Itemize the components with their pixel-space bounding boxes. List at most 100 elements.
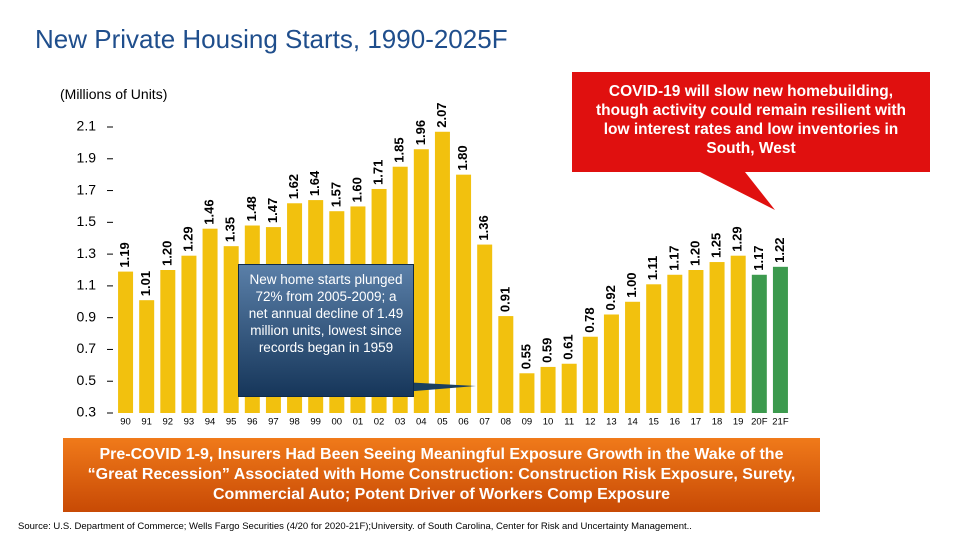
bar	[456, 174, 472, 413]
x-tick-label: 12	[585, 417, 596, 428]
callout-covid: COVID-19 will slow new homebuilding, tho…	[572, 72, 930, 172]
y-tick-label: 0.5	[77, 372, 97, 388]
bar	[730, 255, 746, 413]
bar	[519, 373, 535, 413]
value-label: 1.01	[138, 271, 153, 296]
chart-title: New Private Housing Starts, 1990-2025F	[35, 24, 508, 54]
x-tick-label: 10	[543, 417, 554, 428]
bar	[139, 300, 155, 413]
value-label: 1.47	[265, 198, 280, 223]
x-tick-label: 94	[205, 417, 216, 428]
value-label: 0.55	[518, 344, 533, 369]
bar	[772, 266, 788, 413]
value-label: 1.19	[117, 242, 132, 267]
bar	[646, 284, 662, 413]
x-tick-label: 15	[648, 417, 659, 428]
y-tick-label: 2.1	[77, 118, 97, 134]
value-label: 1.60	[349, 177, 364, 202]
x-tick-label: 02	[374, 417, 385, 428]
y-tick-label: 1.3	[77, 245, 97, 261]
y-tick-label: 0.9	[77, 308, 97, 324]
value-label: 1.17	[666, 245, 681, 270]
bar	[223, 246, 239, 413]
value-label: 1.35	[223, 217, 238, 242]
value-label: 0.59	[540, 338, 555, 363]
y-tick-label: 1.1	[77, 277, 97, 293]
bar	[709, 262, 725, 413]
y-tick-label: 0.7	[77, 340, 97, 356]
x-tick-label: 91	[141, 417, 152, 428]
bar	[477, 244, 493, 413]
value-label: 1.46	[202, 199, 217, 224]
value-label: 1.57	[328, 182, 343, 207]
value-label: 1.80	[455, 145, 470, 170]
x-tick-label: 08	[501, 417, 512, 428]
x-tick-label: 96	[247, 417, 258, 428]
value-label: 1.64	[307, 170, 322, 196]
value-label: 1.96	[413, 120, 428, 145]
y-tick-label: 1.5	[77, 213, 97, 229]
bar	[561, 363, 577, 413]
value-label: 0.91	[497, 287, 512, 312]
bar	[181, 255, 197, 413]
x-tick-label: 05	[437, 417, 448, 428]
bar	[688, 270, 704, 413]
value-label: 1.48	[244, 196, 259, 221]
bar	[751, 274, 767, 413]
callout-plunge: New home starts plunged 72% from 2005-20…	[238, 264, 414, 397]
value-label: 1.29	[180, 226, 195, 251]
value-label: 1.36	[476, 215, 491, 240]
y-tick-label: 1.9	[77, 149, 97, 165]
x-tick-label: 92	[163, 417, 174, 428]
x-tick-label: 07	[479, 417, 490, 428]
x-tick-label: 16	[670, 417, 681, 428]
callout-tail	[700, 172, 775, 210]
x-tick-label: 99	[310, 417, 321, 428]
bar	[434, 131, 450, 413]
bar	[540, 366, 556, 413]
x-tick-label: 03	[395, 417, 406, 428]
x-tick-label: 93	[184, 417, 195, 428]
x-tick-label: 04	[416, 417, 427, 428]
value-label: 1.85	[392, 137, 407, 162]
bar	[603, 314, 619, 413]
value-label: 1.11	[645, 256, 660, 281]
x-tick-label: 14	[627, 417, 638, 428]
y-tick-label: 0.3	[77, 404, 97, 420]
y-tick-label: 1.7	[77, 181, 97, 197]
axis-unit: (Millions of Units)	[60, 86, 168, 102]
value-label: 1.20	[159, 241, 174, 266]
value-label: 0.61	[561, 334, 576, 359]
value-label: 2.07	[434, 102, 449, 127]
value-label: 1.71	[371, 160, 386, 185]
bar	[202, 228, 218, 413]
x-tick-label: 95	[226, 417, 237, 428]
x-tick-label: 11	[564, 417, 574, 428]
bar	[582, 336, 598, 413]
value-label: 0.92	[603, 285, 618, 310]
value-label: 0.78	[582, 307, 597, 332]
x-tick-label: 90	[120, 417, 131, 428]
value-label: 1.29	[730, 226, 745, 251]
value-label: 1.17	[751, 245, 766, 270]
bar	[498, 316, 514, 413]
value-label: 1.22	[772, 238, 787, 263]
x-tick-label: 00	[332, 417, 343, 428]
value-label: 1.25	[709, 233, 724, 258]
x-tick-label: 97	[268, 417, 279, 428]
bar	[118, 271, 134, 413]
source-note: Source: U.S. Department of Commerce; Wel…	[18, 521, 692, 532]
x-tick-label: 06	[458, 417, 469, 428]
value-label: 1.20	[687, 241, 702, 266]
bar	[413, 149, 429, 413]
bar	[160, 270, 176, 413]
x-tick-label: 17	[691, 417, 702, 428]
banner: Pre-COVID 1-9, Insurers Had Been Seeing …	[63, 438, 820, 512]
x-tick-label: 13	[606, 417, 617, 428]
x-tick-label: 98	[289, 417, 300, 428]
x-tick-label: 18	[712, 417, 723, 428]
x-tick-label: 21F	[772, 417, 789, 428]
bar	[625, 301, 641, 413]
x-tick-label: 09	[522, 417, 533, 428]
